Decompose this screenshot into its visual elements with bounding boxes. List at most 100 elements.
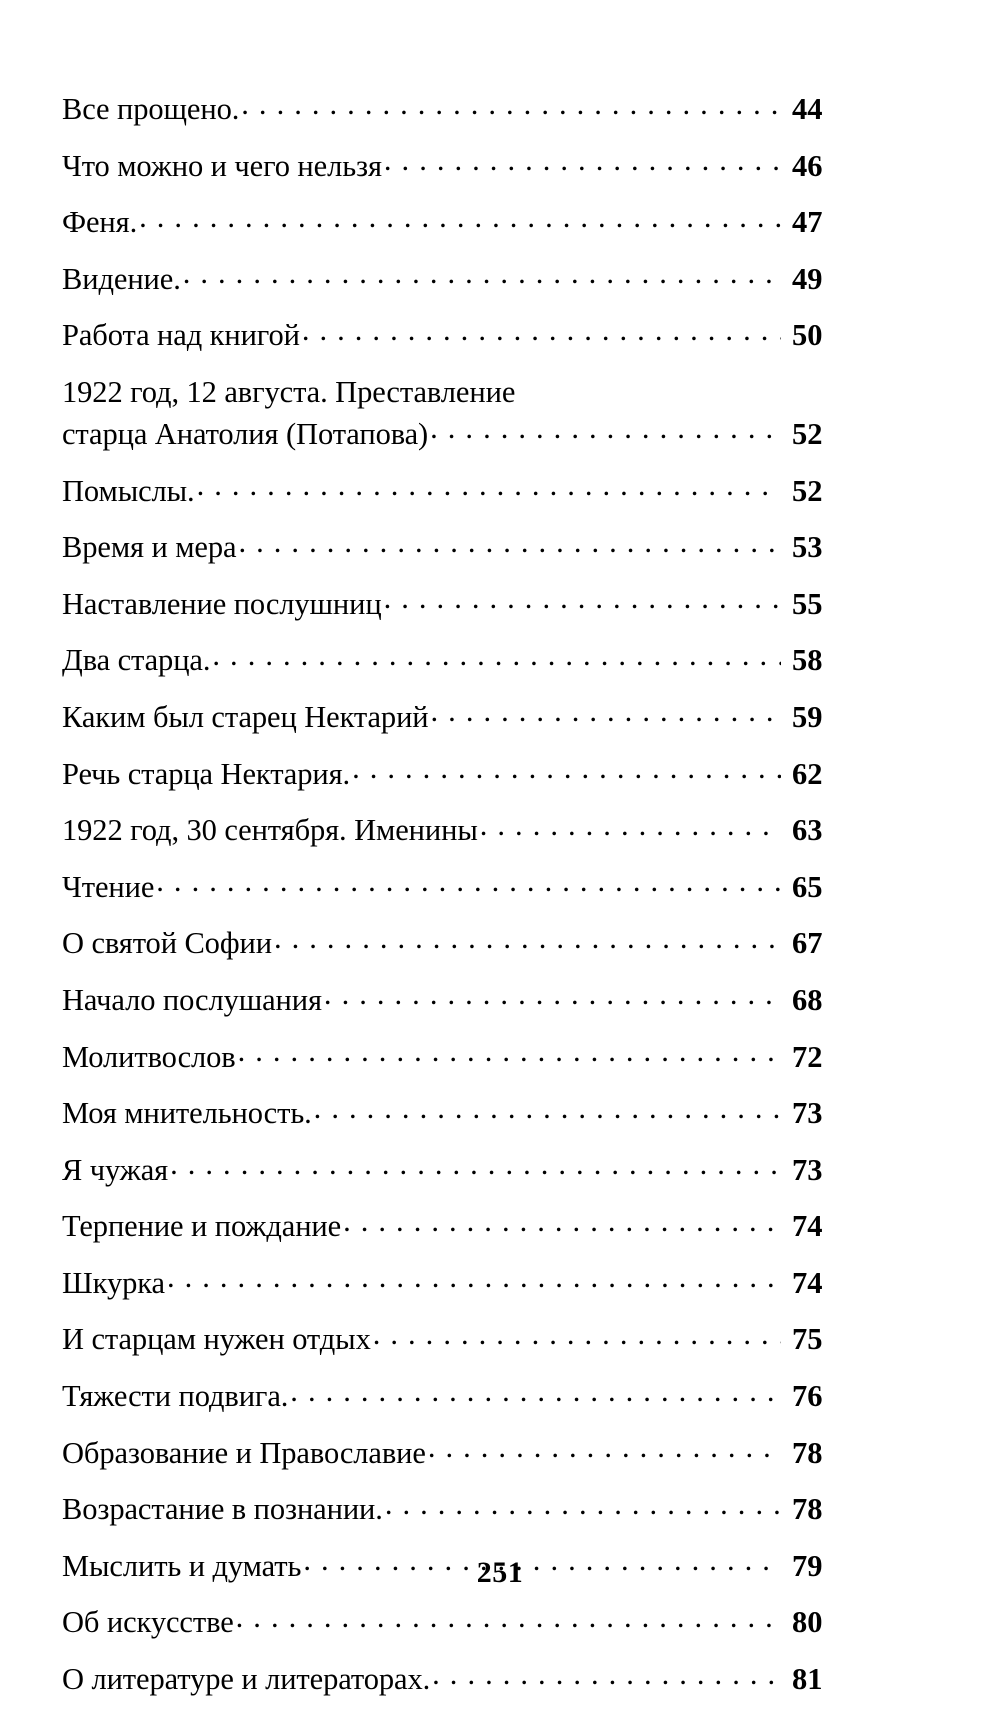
toc-dot-leader [314,1093,781,1124]
toc-entry-page-number[interactable]: 52 [792,473,823,508]
toc-entry-title: Молитвослов [62,1039,236,1074]
toc-entry-page-number[interactable]: 59 [792,699,823,734]
toc-entry-page-number[interactable]: 52 [792,416,823,451]
toc-entry-page-number[interactable]: 73 [792,1096,823,1131]
toc-entry-page-number[interactable]: 74 [792,1265,823,1300]
toc-entry-title: О литературе и литераторах. [62,1662,431,1697]
toc-entry-line: Образование и Православие [62,1432,781,1474]
toc-entry[interactable]: И старцам нужен отдых 75 [62,1318,838,1360]
toc-dot-leader [274,923,781,954]
toc-dot-leader [428,1432,781,1463]
toc-entry-page-number[interactable]: 67 [792,926,823,961]
toc-entry-body: Чтение [62,866,781,908]
toc-entry-title: Каким был старец Нектарий [62,699,429,734]
toc-entry-page-number[interactable]: 44 [792,92,823,126]
toc-entry[interactable]: О литературе и литераторах. 81 [62,1658,838,1700]
toc-entry-body: Об искусстве [62,1601,781,1643]
toc-entry-line: Что можно и чего нельзя [62,145,781,187]
toc-entry-page-number[interactable]: 72 [792,1039,823,1074]
toc-entry-body: Феня. [62,201,781,243]
toc-entry-line: Моя мнительность. [62,1092,781,1134]
toc-entry[interactable]: Терпение и пождание 74 [62,1205,838,1247]
toc-entry-line: 1922 год, 12 августа. Преставление [62,371,781,413]
toc-entry-body: 1922 год, 30 сентября. Именины [62,809,781,851]
toc-entry[interactable]: Что можно и чего нельзя 46 [62,145,838,187]
toc-entry-page-number[interactable]: 80 [792,1605,823,1640]
toc-entry[interactable]: Возрастание в познании. 78 [62,1488,838,1530]
toc-entry-title: Я чужая [62,1152,169,1187]
toc-entry-line: О литературе и литераторах. [62,1658,781,1700]
toc-entry[interactable]: Феня. 47 [62,201,838,243]
toc-entry-page-number[interactable]: 63 [792,813,823,848]
toc-entry-line: Наставление послушниц [62,583,781,625]
toc-entry-page-number[interactable]: 78 [792,1492,823,1527]
toc-entry-page-number[interactable]: 68 [792,982,823,1017]
toc-entry-page-number[interactable]: 62 [792,756,823,791]
toc-entry-page-number[interactable]: 55 [792,586,823,621]
toc-entry-page-number[interactable]: 49 [792,261,823,296]
toc-entry[interactable]: Наставление послушниц 55 [62,583,838,625]
toc-entry[interactable]: Моя мнительность. 73 [62,1092,838,1134]
toc-entry-page-number[interactable]: 79 [792,1548,823,1583]
toc-entry-title: О святой Софии [62,926,272,961]
toc-entry[interactable]: Шкурка 74 [62,1262,838,1304]
toc-dot-leader [480,810,781,841]
toc-dot-leader [290,1376,781,1407]
toc-entry-title: Мыслить и думать [62,1548,302,1583]
toc-entry-body: Образование и Православие [62,1432,781,1474]
toc-entry-page-number[interactable]: 74 [792,1209,823,1244]
toc-entry-page-number[interactable]: 46 [792,148,823,183]
toc-entry-body: О литературе и литераторах. [62,1658,781,1700]
toc-entry[interactable]: Тяжести подвига. 76 [62,1375,838,1417]
toc-entry-page-number[interactable]: 47 [792,205,823,240]
toc-entry-page-number[interactable]: 81 [792,1662,823,1697]
toc-entry-line: Феня. [62,201,781,243]
toc-entry[interactable]: Мыслить и думать 79 [62,1545,838,1587]
toc-entry-page-number[interactable]: 53 [792,530,823,565]
toc-entry-line: Помыслы. [62,470,781,512]
toc-entry-line: Я чужая [62,1149,781,1191]
toc-entry[interactable]: Образование и Православие 78 [62,1432,838,1474]
toc-entry[interactable]: Молитвослов 72 [62,1036,838,1078]
toc-entry[interactable]: Два старца. 58 [62,639,838,681]
toc-entry-title: Время и мера [62,530,237,565]
toc-entry-page-number[interactable]: 73 [792,1152,823,1187]
toc-entry-body: Начало послушания [62,979,781,1021]
toc-entry-page-number[interactable]: 78 [792,1435,823,1470]
toc-entry-title: Терпение и пождание [62,1209,342,1244]
toc-entry-page-number[interactable]: 76 [792,1379,823,1414]
toc-entry-title: Тяжести подвига. [62,1379,289,1414]
toc-entry-body: Молитвослов [62,1036,781,1078]
toc-entry-body: Возрастание в познании. [62,1488,781,1530]
toc-entry[interactable]: О святой Софии 67 [62,922,838,964]
toc-entry[interactable]: Работа над книгой 50 [62,314,838,356]
toc-entry-page-number[interactable]: 50 [792,318,823,353]
toc-entry-page-number[interactable]: 75 [792,1322,823,1357]
toc-entry[interactable]: Начало послушания 68 [62,979,838,1021]
toc-entry-line: Работа над книгой [62,314,781,356]
toc-entry[interactable]: 1922 год, 12 августа. Преставление старца… [62,371,838,455]
toc-dot-leader [156,866,781,897]
book-page: Все прощено. 44 Что можно и чего нельзя 46 Ф… [0,0,1000,1657]
toc-entry-page-number[interactable]: 65 [792,869,823,904]
toc-entry[interactable]: Чтение 65 [62,866,838,908]
toc-dot-leader [212,640,781,671]
toc-entry-line: Каким был старец Нектарий [62,696,781,738]
toc-entry-title: Что можно и чего нельзя [62,148,382,183]
toc-dot-leader [241,89,781,120]
toc-entry[interactable]: Каким был старец Нектарий 59 [62,696,838,738]
toc-entry[interactable]: Помыслы. 52 [62,470,838,512]
toc-entry-page-number[interactable]: 58 [792,643,823,678]
toc-entry[interactable]: Я чужая 73 [62,1149,838,1191]
page-folio-number: 251 [476,1556,524,1589]
toc-entry[interactable]: Видение. 49 [62,258,838,300]
toc-entry-body: Все прощено. [62,88,781,130]
toc-entry-line: Чтение [62,866,781,908]
toc-entry[interactable]: 1922 год, 30 сентября. Именины 63 [62,809,838,851]
toc-entry-line: Молитвослов [62,1036,781,1078]
toc-entry[interactable]: Все прощено. 44 [62,88,838,130]
toc-entry[interactable]: Об искусстве 80 [62,1601,838,1643]
toc-entry[interactable]: Время и мера 53 [62,526,838,568]
toc-entry[interactable]: Речь старца Нектария. 62 [62,753,838,795]
toc-dot-leader [384,145,781,176]
